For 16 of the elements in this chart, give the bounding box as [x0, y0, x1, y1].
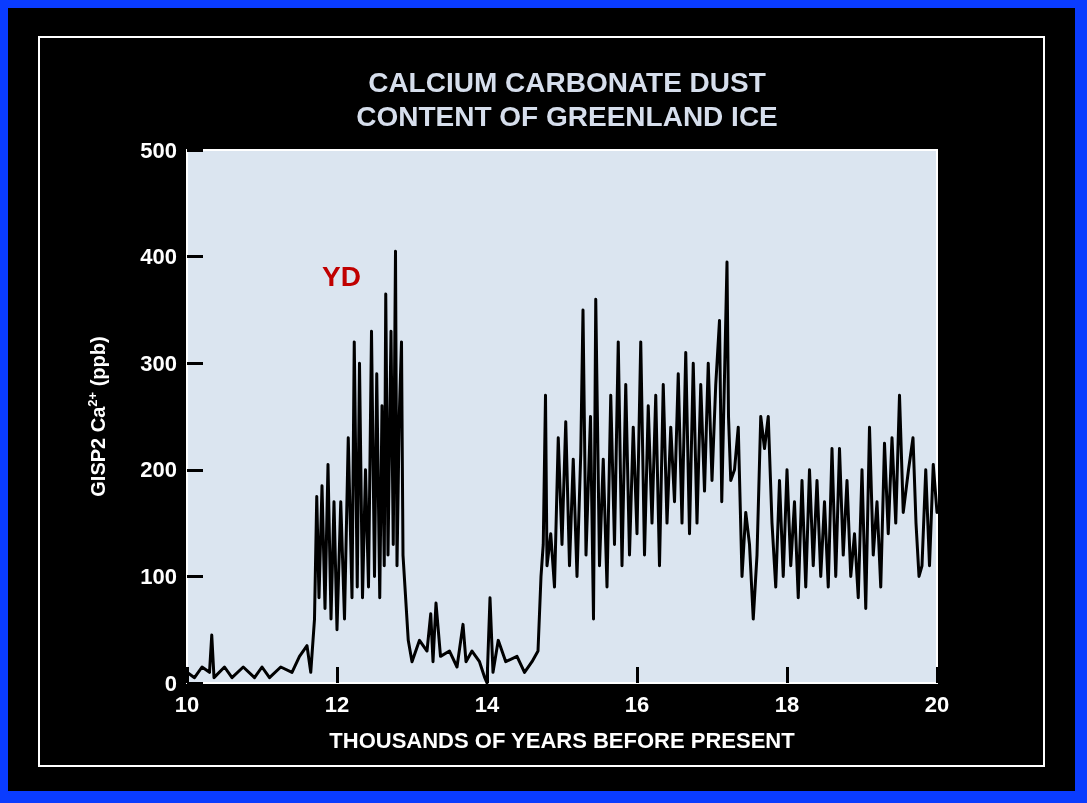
y-tick-label: 500 — [140, 137, 177, 163]
x-axis-title: THOUSANDS OF YEARS BEFORE PRESENT — [329, 727, 796, 753]
y-tick-label: 100 — [140, 563, 177, 589]
y-tick-label: 300 — [140, 350, 177, 376]
y-tick-label: 400 — [140, 244, 177, 270]
x-tick-label: 10 — [174, 691, 200, 717]
x-tick-label: 16 — [624, 691, 650, 717]
y-axis-title: GISP2 Ca2+ (ppb) — [85, 336, 109, 497]
x-tick-label: 20 — [924, 691, 950, 717]
x-tick-label: 12 — [324, 691, 350, 717]
y-tick-label: 200 — [140, 457, 177, 483]
annotation: YD — [322, 260, 361, 292]
y-tick-label: 0 — [164, 670, 177, 696]
chart-title: CALCIUM CARBONATE DUST CONTENT OF GREENLAND ICE — [356, 66, 778, 132]
x-tick-label: 18 — [774, 691, 800, 717]
x-tick-label: 14 — [474, 691, 500, 717]
